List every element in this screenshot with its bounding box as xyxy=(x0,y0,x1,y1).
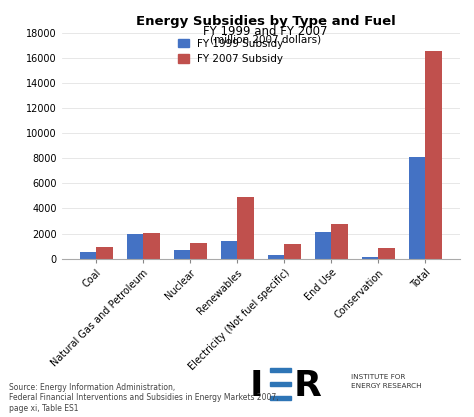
Bar xyxy=(80,252,96,259)
Bar xyxy=(174,250,190,259)
Bar xyxy=(270,382,291,386)
Legend: FY 1999 Subsidy, FY 2007 Subsidy: FY 1999 Subsidy, FY 2007 Subsidy xyxy=(178,38,283,64)
Bar xyxy=(270,367,291,372)
Bar xyxy=(96,247,113,259)
Bar xyxy=(127,234,143,259)
Text: R: R xyxy=(294,369,322,403)
Bar xyxy=(425,51,442,259)
Bar xyxy=(270,396,291,400)
Text: FY 1999 and FY 2007: FY 1999 and FY 2007 xyxy=(203,25,328,38)
Text: INSTITUTE FOR
ENERGY RESEARCH: INSTITUTE FOR ENERGY RESEARCH xyxy=(351,374,421,389)
Bar xyxy=(268,255,284,259)
Bar xyxy=(331,224,347,259)
Bar xyxy=(237,197,254,259)
Bar xyxy=(190,243,207,259)
Bar xyxy=(284,244,301,259)
Bar xyxy=(362,257,378,259)
Bar xyxy=(409,157,425,259)
Bar xyxy=(143,233,160,259)
Text: Energy Subsidies by Type and Fuel: Energy Subsidies by Type and Fuel xyxy=(136,15,395,28)
Bar xyxy=(315,232,331,259)
Bar xyxy=(221,241,237,259)
Bar xyxy=(378,248,395,259)
Text: (million 2007 dollars): (million 2007 dollars) xyxy=(210,34,321,44)
Text: Source: Energy Information Administration,
Federal Financial Interventions and S: Source: Energy Information Administratio… xyxy=(9,383,279,413)
Text: I: I xyxy=(249,369,263,403)
